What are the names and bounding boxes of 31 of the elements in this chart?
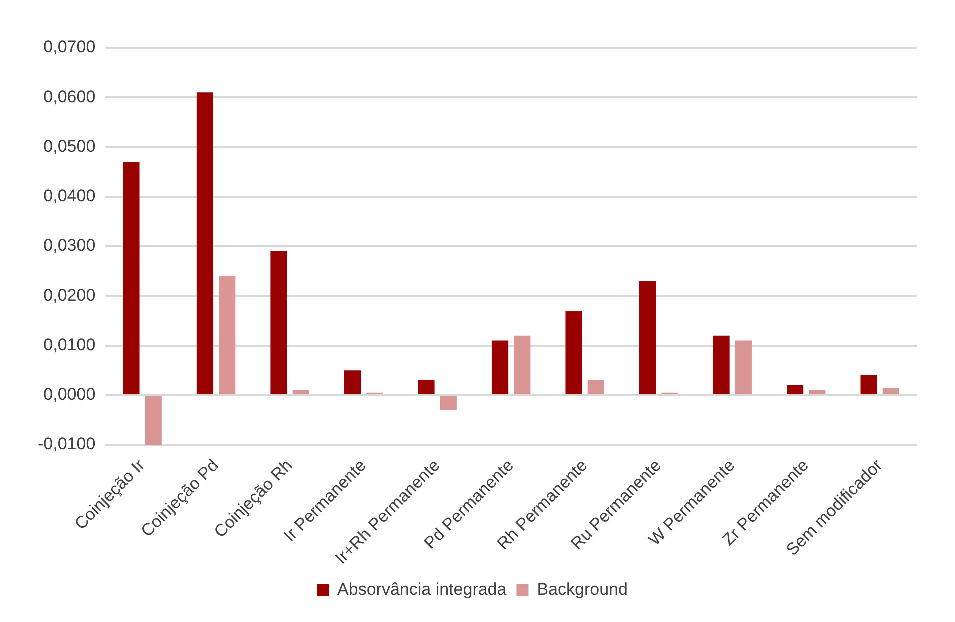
- bar: [787, 385, 804, 394]
- bar: [882, 388, 900, 394]
- bar: [344, 370, 362, 394]
- bar: [270, 251, 288, 394]
- y-tick-label: 0,0100: [44, 335, 96, 354]
- y-tick-label: 0,0200: [44, 286, 96, 305]
- bar: [713, 336, 730, 394]
- y-tick-label: 0,0500: [44, 136, 96, 156]
- y-tick-label: -0,0100: [38, 434, 96, 454]
- bar: [292, 390, 310, 394]
- bar: [860, 376, 878, 394]
- bar: [514, 336, 531, 394]
- bar: [639, 281, 656, 394]
- y-tick-label: 0,0300: [44, 236, 96, 256]
- y-tick-label: 0,0000: [44, 385, 96, 404]
- legend-label: Background: [537, 580, 628, 600]
- bar: [735, 340, 752, 394]
- bar: [492, 340, 509, 394]
- bar: [588, 380, 604, 394]
- bar: [440, 396, 457, 410]
- y-tick-label: 0,0600: [44, 87, 96, 106]
- bar: [145, 396, 162, 446]
- bar: [418, 380, 435, 394]
- y-tick-label: 0,0400: [44, 186, 96, 206]
- bar: [809, 390, 826, 394]
- bar: [196, 92, 214, 394]
- bar: [123, 162, 140, 394]
- bar: [219, 276, 236, 394]
- legend-label: Absorvância integrada: [338, 580, 508, 600]
- bar: [566, 311, 582, 394]
- y-tick-label: 0,0700: [44, 38, 96, 57]
